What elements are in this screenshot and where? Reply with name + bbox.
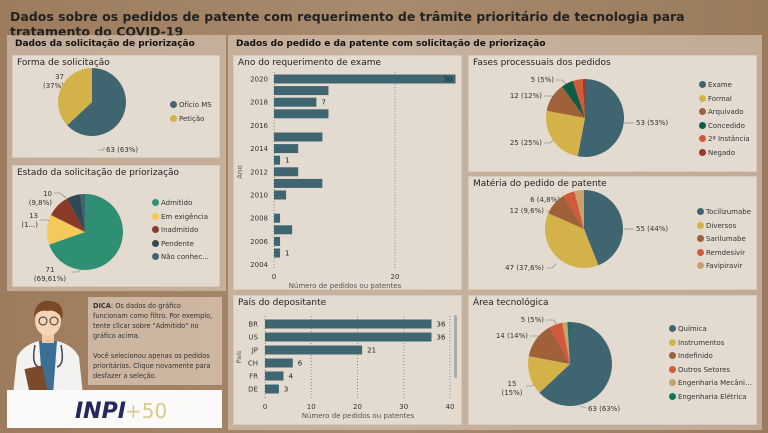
pais-bar-us[interactable]	[265, 333, 432, 342]
pais-tick-br: BR	[248, 321, 258, 329]
pais-tick-fr: FR	[249, 373, 258, 381]
pais-data-label-jp: 21	[367, 347, 376, 355]
ano-xtick: 20	[391, 273, 400, 281]
ano-bar-2012[interactable]	[274, 167, 298, 176]
pais-tick-us: US	[248, 334, 258, 342]
ano-bar-2015[interactable]	[274, 133, 322, 142]
pais-data-label-br: 36	[437, 321, 446, 329]
pais-data-label-fr: 4	[289, 373, 294, 381]
pais-data-label-us: 36	[437, 334, 446, 342]
ano-bar-2007[interactable]	[274, 225, 292, 234]
pais-ylabel: País	[235, 350, 243, 363]
ano-bar-2005[interactable]	[274, 249, 280, 258]
ano-tick-2006: 2006	[250, 238, 268, 246]
ano-tick-2020: 2020	[250, 76, 268, 84]
pais-bar-jp[interactable]	[265, 346, 362, 355]
pais-xtick: 0	[263, 403, 267, 411]
ano-tick-2014: 2014	[250, 145, 268, 153]
ano-bar-2020[interactable]	[274, 75, 456, 84]
ano-bar-2006[interactable]	[274, 237, 280, 246]
ano-tick-2012: 2012	[250, 168, 268, 176]
ano-tick-2010: 2010	[250, 192, 268, 200]
pais-tick-jp: JP	[251, 347, 258, 355]
ano-ylabel: Ano	[236, 165, 244, 179]
pais-xlabel: Número de pedidos ou patentes	[302, 412, 415, 420]
ano-xlabel: Número de pedidos ou patentes	[289, 282, 402, 290]
ano-bar-2014[interactable]	[274, 144, 298, 153]
ano-bar-2008[interactable]	[274, 214, 280, 223]
pais-bar-de[interactable]	[265, 385, 279, 394]
ano-bar-2011[interactable]	[274, 179, 322, 188]
pais-bar-fr[interactable]	[265, 372, 284, 381]
ano-tick-2004: 2004	[250, 261, 268, 269]
ano-bar-2019[interactable]	[274, 86, 328, 95]
ano-bar-2018[interactable]	[274, 98, 316, 107]
ano-data-label-2013: 1	[285, 157, 289, 165]
pais-tick-ch: CH	[248, 360, 258, 368]
pais-bar-br[interactable]	[265, 320, 432, 329]
pais-data-label-ch: 6	[298, 360, 303, 368]
pais-scrollbar[interactable]	[454, 315, 457, 378]
ano-tick-2016: 2016	[250, 122, 268, 130]
pais-data-label-de: 3	[284, 386, 288, 394]
pais-tick-de: DE	[248, 386, 258, 394]
ano-bar-2013[interactable]	[274, 156, 280, 165]
pais-xtick: 10	[307, 403, 316, 411]
pais-bar-ch[interactable]	[265, 359, 293, 368]
ano-bar-2010[interactable]	[274, 191, 286, 200]
ano-tick-2008: 2008	[250, 215, 268, 223]
pais-xtick: 20	[353, 403, 362, 411]
ano-data-label-2005: 1	[285, 250, 289, 258]
ano-data-label-2020: 30	[444, 76, 453, 84]
ano-xtick: 0	[272, 273, 276, 281]
ano-tick-2018: 2018	[250, 99, 268, 107]
ano-data-label-2018: 7	[321, 99, 325, 107]
pais-xtick: 40	[446, 403, 455, 411]
pais-xtick: 30	[399, 403, 408, 411]
ano-bar-2017[interactable]	[274, 109, 328, 118]
